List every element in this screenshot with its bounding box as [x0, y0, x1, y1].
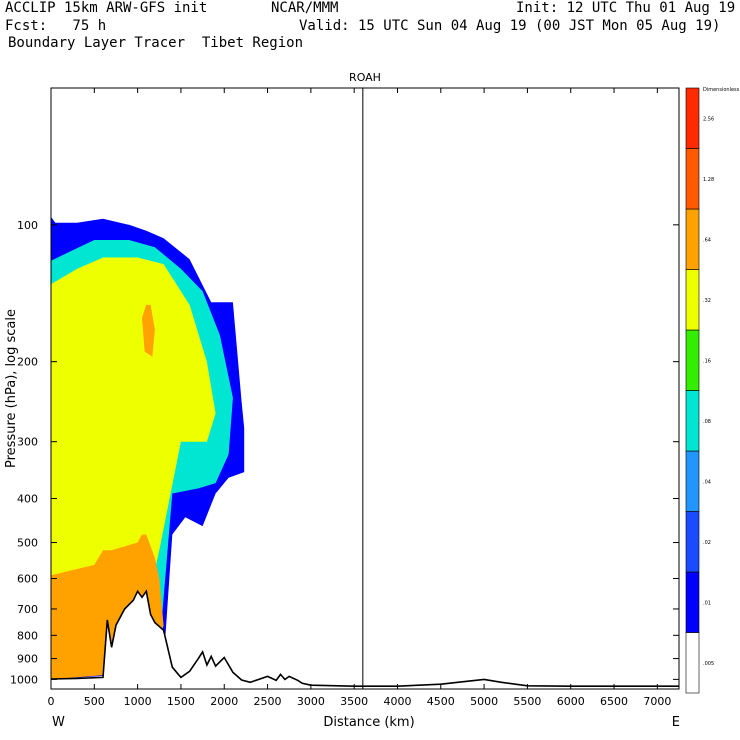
x-tick-label: 3500 [340, 695, 368, 708]
colorbar-level-label: .04 [703, 479, 711, 485]
chart-title: ROAH [349, 71, 381, 84]
header-init-time: Init: 12 UTC Thu 01 Aug 19 [516, 0, 736, 16]
y-tick-label: 800 [17, 629, 38, 642]
colorbar-segment [685, 208, 700, 270]
colorbar-level-label: .01 [703, 600, 711, 606]
colorbar-level-label: .08 [703, 419, 711, 425]
y-tick-label: 900 [17, 653, 38, 666]
header-field-description: Boundary Layer Tracer Tibet Region [8, 35, 304, 51]
x-tick-label: 3000 [297, 695, 325, 708]
y-tick-label: 1000 [10, 673, 38, 686]
plot-frame [50, 87, 680, 690]
y-tick-label: 400 [17, 492, 38, 505]
x-tick-label: 1500 [167, 695, 195, 708]
terrain-fill [51, 591, 679, 689]
colorbar-segment [685, 390, 700, 452]
y-tick-label: 300 [17, 436, 38, 449]
colorbar-segment [685, 269, 700, 331]
header-valid-time: Valid: 15 UTC Sun 04 Aug 19 (00 JST Mon … [299, 18, 721, 34]
colorbar-segment [685, 571, 700, 633]
x-tick-label: 1000 [124, 695, 152, 708]
colorbar-level-label: .02 [703, 540, 711, 546]
colorbar-segment [685, 632, 700, 694]
x-tick-label: 6000 [557, 695, 585, 708]
colorbar-segment [685, 450, 700, 512]
x-tick-label: 6500 [600, 695, 628, 708]
x-tick-label: 4500 [427, 695, 455, 708]
tracer-region-4 [142, 304, 155, 357]
x-axis-east-label: E [672, 715, 680, 730]
colorbar-segment [685, 87, 700, 149]
y-tick-label: 700 [17, 603, 38, 616]
tracer-region-2 [51, 257, 216, 609]
colorbar-level-label: .64 [703, 237, 711, 243]
colorbar-segment [685, 148, 700, 210]
header-organization: NCAR/MMM [271, 0, 339, 16]
y-axis-label: Pressure (hPa), log scale [4, 309, 19, 468]
x-tick-label: 0 [48, 695, 55, 708]
y-tick-label: 200 [17, 356, 38, 369]
y-tick-label: 500 [17, 537, 38, 550]
x-tick-label: 5000 [470, 695, 498, 708]
x-axis-west-label: W [52, 715, 65, 730]
x-tick-label: 2000 [210, 695, 238, 708]
colorbar-level-label: .32 [703, 298, 711, 304]
x-tick-label: 2500 [254, 695, 282, 708]
colorbar-level-label: 1.28 [703, 177, 714, 183]
colorbar-level-label: .005 [703, 661, 714, 667]
colorbar-level-label: .16 [703, 358, 711, 364]
x-tick-label: 5500 [513, 695, 541, 708]
colorbar-unit-label: Dimensionless [703, 87, 740, 93]
colorbar-segment [685, 511, 700, 573]
colorbar-level-label: 2.56 [703, 116, 714, 122]
colorbar: .005 .01 .02 .04 .08 .16 .32 .64 1.28 2.56 Dimensi… [685, 87, 740, 694]
colorbar-segment [685, 329, 700, 391]
header-forecast-hour: Fcst: 75 h [5, 18, 107, 34]
x-tick-label: 500 [84, 695, 105, 708]
x-tick-label: 4000 [383, 695, 411, 708]
y-tick-label: 100 [17, 219, 38, 232]
header-model-title: ACCLIP 15km ARW-GFS init [5, 0, 208, 16]
x-tick-label: 7000 [643, 695, 671, 708]
x-axis-label: Distance (km) [323, 715, 414, 730]
y-tick-label: 600 [17, 573, 38, 586]
